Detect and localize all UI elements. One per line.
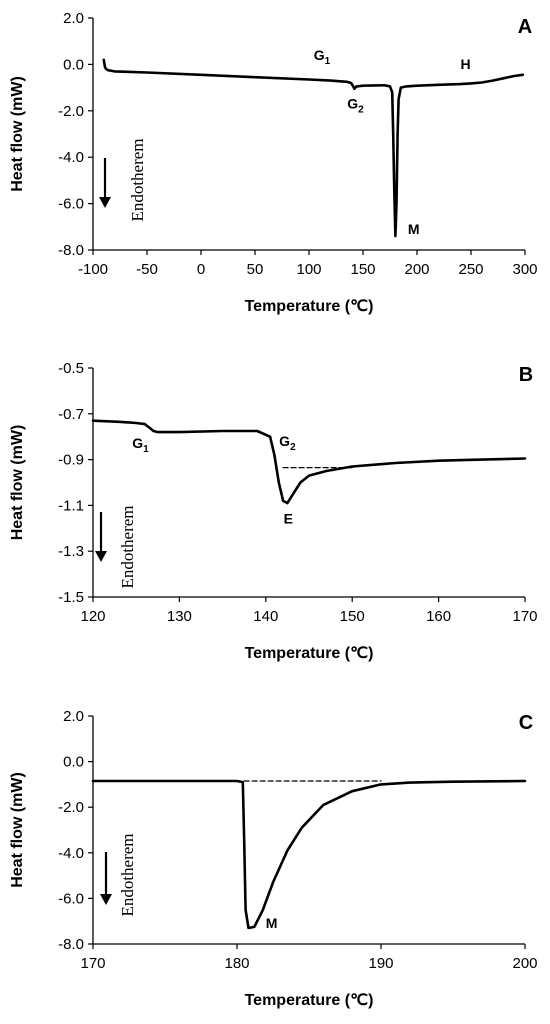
annotation-m: M — [408, 221, 420, 237]
y-tick-label: -1.3 — [58, 543, 84, 560]
y-tick-label: 2.0 — [63, 10, 84, 27]
down-arrow-icon — [95, 551, 107, 562]
annotation-g1: G1 — [132, 435, 149, 455]
panel-letter: C — [519, 712, 533, 734]
down-arrow-icon — [99, 197, 111, 208]
y-tick-label: 0.0 — [63, 754, 84, 771]
x-tick-label: 100 — [296, 261, 321, 278]
y-tick-label: -4.0 — [58, 149, 84, 166]
x-tick-label: -50 — [136, 261, 158, 278]
x-tick-label: 190 — [368, 955, 393, 972]
y-tick-label: -8.0 — [58, 242, 84, 259]
x-tick-label: 160 — [426, 608, 451, 625]
y-tick-label: -0.9 — [58, 452, 84, 469]
panel-c: 2.0 0.0 -2.0 -4.0 -6.0 -8.0 170 180 190 200 Temper… — [9, 708, 538, 1009]
endotherm-label: Endotherem — [128, 138, 147, 221]
x-tick-label: 120 — [80, 608, 105, 625]
y-axis-title: Heat flow (mW) — [9, 76, 26, 192]
x-tick-label: 200 — [404, 261, 429, 278]
y-tick-label: -6.0 — [58, 196, 84, 213]
annotation-h: H — [461, 56, 471, 72]
annotation-subscript: 2 — [290, 442, 296, 453]
panel-b: -0.5 -0.7 -0.9 -1.1 -1.3 -1.5 120 130 140 150 160 1… — [9, 360, 538, 662]
y-tick-label: -2.0 — [58, 799, 84, 816]
x-axis-title: Temperature (℃) — [245, 645, 374, 662]
x-tick-label: 140 — [253, 608, 278, 625]
x-tick-label: 150 — [340, 608, 365, 625]
x-axis-title: Temperature (℃) — [245, 298, 374, 315]
heat-flow-line — [91, 779, 527, 930]
annotation-subscript: 1 — [325, 56, 331, 67]
y-tick-label: -1.1 — [58, 497, 84, 514]
y-tick-label: -8.0 — [58, 936, 84, 953]
x-tick-label: 130 — [167, 608, 192, 625]
panel-letter: A — [518, 16, 532, 38]
x-tick-label: 170 — [512, 608, 537, 625]
x-tick-label: 150 — [350, 261, 375, 278]
y-tick-label: -0.7 — [58, 406, 84, 423]
down-arrow-icon — [100, 894, 112, 905]
y-axis-title: Heat flow (mW) — [9, 425, 26, 541]
annotation-m: M — [266, 915, 278, 931]
heat-flow-line — [91, 419, 527, 505]
x-tick-label: 300 — [512, 261, 537, 278]
x-tick-label: 250 — [458, 261, 483, 278]
endotherm-label: Endotherem — [118, 833, 137, 916]
y-tick-label: -1.5 — [58, 589, 84, 606]
panel-letter: B — [519, 364, 533, 386]
x-tick-label: 0 — [197, 261, 205, 278]
panel-a: 2.0 0.0 -2.0 -4.0 -6.0 -8.0 -100 -50 0 50 100 150 20… — [9, 10, 538, 315]
annotation-g2: G2 — [279, 433, 296, 453]
x-tick-label: 180 — [224, 955, 249, 972]
x-tick-label: -100 — [78, 261, 108, 278]
x-axis-title: Temperature (℃) — [245, 992, 374, 1009]
annotation-g2: G2 — [347, 95, 364, 115]
y-axis-title: Heat flow (mW) — [9, 772, 26, 888]
y-tick-label: -4.0 — [58, 845, 84, 862]
x-tick-label: 170 — [80, 955, 105, 972]
annotation-g1: G1 — [314, 47, 331, 67]
y-tick-label: -0.5 — [58, 360, 84, 377]
y-tick-label: -6.0 — [58, 890, 84, 907]
annotation-subscript: 2 — [358, 104, 364, 115]
annotation-e: E — [284, 511, 293, 527]
endotherm-label: Endotherem — [118, 505, 137, 588]
y-tick-label: 0.0 — [63, 56, 84, 73]
y-tick-label: 2.0 — [63, 708, 84, 725]
x-tick-label: 200 — [512, 955, 537, 972]
y-tick-label: -2.0 — [58, 103, 84, 120]
heat-flow-line — [102, 58, 525, 238]
annotation-subscript: 1 — [143, 444, 149, 455]
x-tick-label: 50 — [247, 261, 264, 278]
